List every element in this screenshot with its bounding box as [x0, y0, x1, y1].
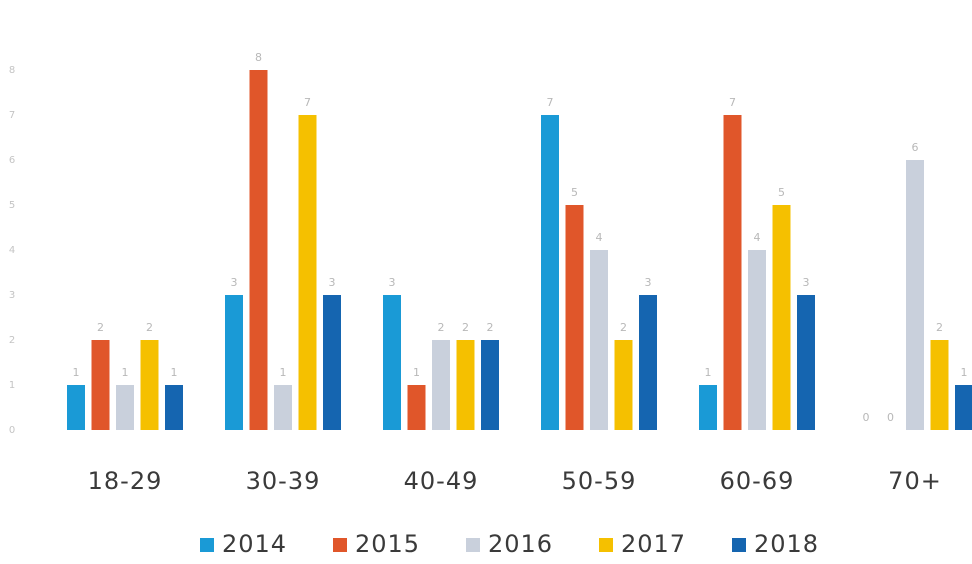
bar [723, 115, 742, 430]
bar [383, 295, 401, 430]
data-label: 0 [887, 411, 894, 424]
x-tick-label: 18-29 [88, 467, 163, 495]
bar [906, 160, 924, 430]
legend-swatch [333, 538, 347, 552]
y-tick-label: 4 [9, 245, 15, 256]
data-label: 2 [936, 321, 943, 334]
data-label: 1 [171, 366, 178, 379]
data-label: 3 [803, 276, 810, 289]
data-label: 2 [146, 321, 153, 334]
bar [165, 385, 183, 430]
data-label: 7 [547, 96, 554, 109]
bar [614, 340, 633, 430]
y-tick-label: 2 [9, 335, 15, 346]
bar [116, 385, 134, 430]
bar [565, 205, 584, 430]
x-tick-label: 70+ [888, 467, 942, 495]
data-label: 1 [705, 366, 712, 379]
y-tick-label: 1 [9, 380, 15, 391]
bar [298, 115, 317, 430]
data-label: 6 [912, 141, 919, 154]
bar [225, 295, 243, 430]
x-tick-label: 50-59 [562, 467, 637, 495]
y-tick-label: 6 [9, 155, 15, 166]
bar [481, 340, 499, 430]
data-label: 0 [863, 411, 870, 424]
data-label: 3 [389, 276, 396, 289]
data-label: 3 [329, 276, 336, 289]
data-label: 8 [255, 51, 262, 64]
legend-swatch [732, 538, 746, 552]
legend-label: 2015 [355, 530, 420, 558]
data-label: 7 [304, 96, 311, 109]
legend-label: 2018 [754, 530, 819, 558]
legend-swatch [200, 538, 214, 552]
y-tick-label: 3 [9, 290, 15, 301]
bar [541, 115, 559, 430]
bar [91, 340, 110, 430]
data-label: 1 [413, 366, 420, 379]
bar [930, 340, 949, 430]
bar [67, 385, 85, 430]
data-label: 1 [280, 366, 287, 379]
data-label: 1 [961, 366, 968, 379]
data-label: 4 [754, 231, 761, 244]
bar [797, 295, 815, 430]
bar [699, 385, 717, 430]
bar [407, 385, 426, 430]
data-label: 3 [645, 276, 652, 289]
data-label: 2 [438, 321, 445, 334]
legend-label: 2016 [488, 530, 553, 558]
y-tick-label: 7 [9, 110, 15, 121]
y-tick-label: 0 [9, 425, 15, 436]
x-tick-label: 30-39 [246, 467, 321, 495]
data-label: 2 [487, 321, 494, 334]
legend-swatch [599, 538, 613, 552]
legend-label: 2017 [621, 530, 686, 558]
y-tick-label: 8 [9, 65, 15, 76]
data-label: 5 [778, 186, 785, 199]
data-label: 2 [97, 321, 104, 334]
legend-swatch [466, 538, 480, 552]
data-label: 4 [596, 231, 603, 244]
data-label: 2 [620, 321, 627, 334]
bar [323, 295, 341, 430]
data-label: 2 [462, 321, 469, 334]
data-label: 1 [73, 366, 80, 379]
legend-label: 2014 [222, 530, 287, 558]
data-label: 7 [729, 96, 736, 109]
bar [456, 340, 475, 430]
bar [590, 250, 608, 430]
bar [140, 340, 159, 430]
data-label: 5 [571, 186, 578, 199]
bar [639, 295, 657, 430]
bar [249, 70, 268, 430]
bar [772, 205, 791, 430]
bar [955, 385, 972, 430]
bar [274, 385, 292, 430]
bar [432, 340, 450, 430]
y-tick-label: 5 [9, 200, 15, 211]
x-tick-label: 60-69 [720, 467, 795, 495]
data-label: 1 [122, 366, 129, 379]
x-tick-label: 40-49 [404, 467, 479, 495]
data-label: 3 [231, 276, 238, 289]
bar [748, 250, 766, 430]
